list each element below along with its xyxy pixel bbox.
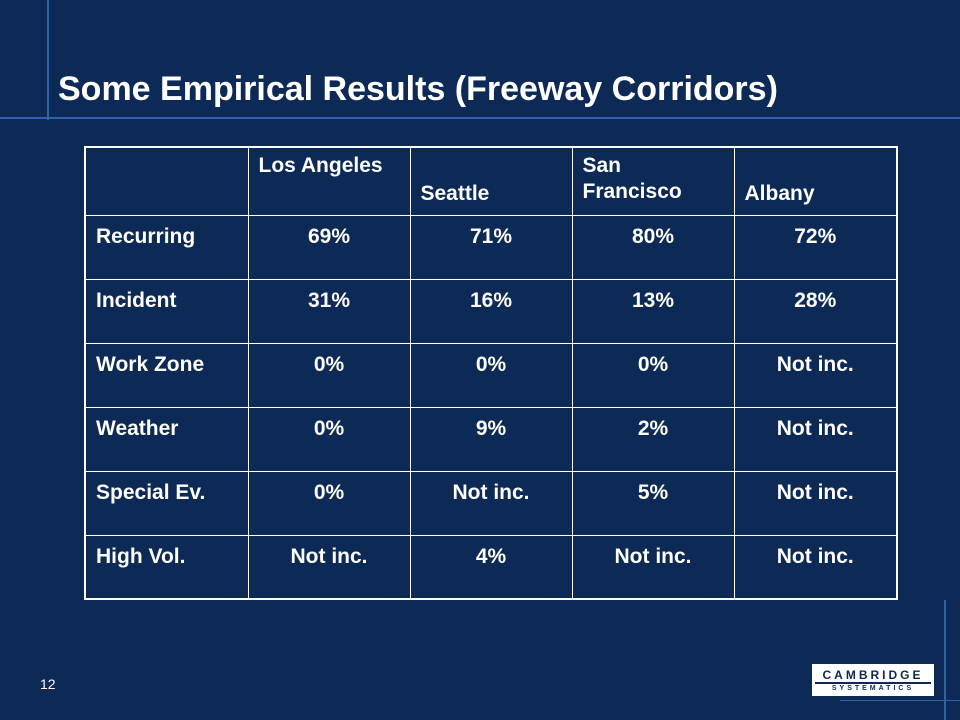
table-cell: 9%	[409, 406, 573, 472]
table-row: Special Ev. 0% Not inc. 5% Not inc.	[84, 470, 898, 536]
table-row: Work Zone 0% 0% 0% Not inc.	[84, 342, 898, 408]
header-cell-seattle: Seattle	[409, 146, 573, 216]
row-label: Recurring	[84, 214, 249, 280]
table-cell: Not inc.	[409, 470, 573, 536]
table-cell: Not inc.	[733, 534, 898, 600]
page-number: 12	[40, 676, 56, 692]
header-cell-los-angeles: Los Angeles	[247, 146, 411, 216]
table-cell: 31%	[247, 278, 411, 344]
table-cell: Not inc.	[571, 534, 735, 600]
table-cell: 72%	[733, 214, 898, 280]
table-cell: Not inc.	[733, 470, 898, 536]
table-cell: 5%	[571, 470, 735, 536]
header-label: San Francisco	[582, 154, 682, 203]
results-table: Los Angeles Seattle San Francisco Albany…	[84, 146, 898, 600]
logo-subtitle: SYSTEMATICS	[831, 685, 915, 692]
row-label: High Vol.	[84, 534, 249, 600]
header-label: Los Angeles	[258, 154, 383, 177]
table-row: Incident 31% 16% 13% 28%	[84, 278, 898, 344]
table-cell: 16%	[409, 278, 573, 344]
table-row: Recurring 69% 71% 80% 72%	[84, 214, 898, 280]
table-cell: 13%	[571, 278, 735, 344]
guide-line-vertical-bottom	[944, 600, 946, 720]
table-cell: 4%	[409, 534, 573, 600]
table-row: High Vol. Not inc. 4% Not inc. Not inc.	[84, 534, 898, 600]
guide-line-vertical	[47, 0, 49, 120]
row-label: Special Ev.	[84, 470, 249, 536]
table-cell: Not inc.	[247, 534, 411, 600]
header-cell-albany: Albany	[733, 146, 898, 216]
header-label: Albany	[744, 181, 815, 205]
table-cell: Not inc.	[733, 342, 898, 408]
guide-line-horizontal	[0, 117, 960, 119]
row-label: Incident	[84, 278, 249, 344]
table-header-row: Los Angeles Seattle San Francisco Albany	[84, 146, 898, 216]
row-label: Work Zone	[84, 342, 249, 408]
table-cell: 71%	[409, 214, 573, 280]
header-cell-empty	[84, 146, 249, 216]
header-label: Seattle	[420, 181, 490, 205]
table-cell: 80%	[571, 214, 735, 280]
table-cell: 0%	[571, 342, 735, 408]
table-cell: 0%	[247, 342, 411, 408]
cambridge-systematics-logo: CAMBRIDGE SYSTEMATICS	[812, 664, 934, 696]
logo-name: CAMBRIDGE	[815, 664, 931, 684]
table-row: Weather 0% 9% 2% Not inc.	[84, 406, 898, 472]
slide-title: Some Empirical Results (Freeway Corridor…	[58, 70, 778, 108]
table-cell: 0%	[409, 342, 573, 408]
table-cell: 0%	[247, 470, 411, 536]
table-cell: 2%	[571, 406, 735, 472]
row-label: Weather	[84, 406, 249, 472]
table-cell: 0%	[247, 406, 411, 472]
header-cell-san-francisco: San Francisco	[571, 146, 735, 216]
table-cell: 28%	[733, 278, 898, 344]
table-cell: 69%	[247, 214, 411, 280]
table-cell: Not inc.	[733, 406, 898, 472]
guide-line-horizontal-bottom	[840, 700, 960, 701]
